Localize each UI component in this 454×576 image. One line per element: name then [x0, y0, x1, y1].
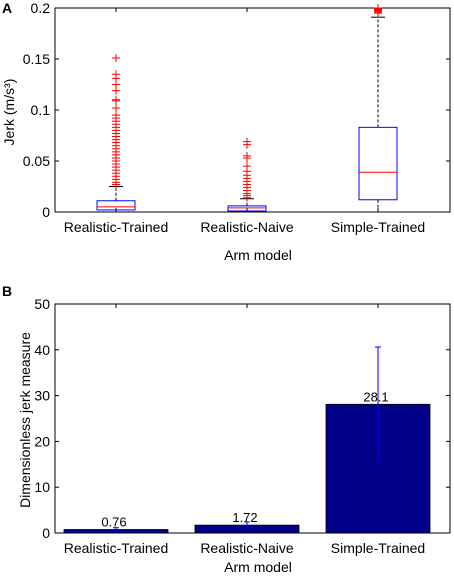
x-tick-label: Simple-Trained	[331, 540, 425, 556]
y-tick-label: 0	[42, 204, 50, 220]
y-tick-label: 0.2	[31, 0, 51, 16]
x-tick-label: Realistic-Trained	[64, 219, 169, 235]
panel-b-xlabel: Arm model	[224, 559, 292, 575]
outlier-point	[112, 86, 120, 95]
panel-a-x-axis: Realistic-Trained Realistic-Naive Simple-T…	[64, 8, 425, 235]
outlier-point	[112, 180, 120, 189]
y-tick-label: 50	[34, 296, 50, 312]
panel-b-marks: 0.76 1.72 28.1	[63, 346, 431, 534]
outlier-point	[243, 193, 251, 202]
bar-2: 1.72	[194, 510, 300, 534]
x-tick-label: Simple-Trained	[331, 219, 425, 235]
outlier-point	[243, 140, 251, 149]
x-tick-label: Realistic-Trained	[64, 540, 169, 556]
box-3	[358, 4, 398, 213]
y-tick-label: 10	[34, 479, 50, 495]
box-body	[96, 200, 136, 211]
y-tick-label: 20	[34, 433, 50, 449]
panel-b-letter: B	[2, 283, 12, 299]
panel-a-y-axis: 0 0.05 0.1 0.15 0.2	[23, 0, 450, 220]
outlier-point	[112, 53, 120, 62]
box-1	[96, 53, 136, 213]
panel-b-barchart: B 0 10 20 30 40 50 Realistic-Trained Realistic…	[2, 283, 451, 575]
panel-a-ylabel: Jerk (m/s³)	[1, 79, 17, 146]
outlier-point	[112, 103, 120, 112]
y-tick-label: 40	[34, 342, 50, 358]
panel-b-ylabel: Dimensionless jerk measure	[17, 332, 33, 508]
panel-b-y-axis: 0 10 20 30 40 50	[34, 296, 450, 541]
bar-3: 28.1	[325, 346, 431, 534]
y-tick-label: 0.15	[23, 51, 50, 67]
outlier-point	[112, 96, 120, 105]
panel-a-plot-area	[54, 7, 451, 213]
y-tick-label: 0.1	[31, 102, 51, 118]
outlier-point	[374, 9, 382, 18]
x-tick-label: Realistic-Naive	[200, 540, 294, 556]
panel-a-boxplot: A 00.050.10.150.2 Realistic-Trained Reali…	[1, 0, 451, 263]
y-tick-label: 0	[42, 525, 50, 541]
data-label: 1.72	[232, 510, 257, 525]
panel-a-letter: A	[2, 0, 12, 16]
box-body	[227, 205, 267, 212]
data-label: 28.1	[363, 389, 388, 404]
x-tick-label: Realistic-Naive	[200, 219, 294, 235]
bar-1: 0.76	[63, 515, 169, 534]
data-label: 0.76	[101, 515, 126, 530]
y-tick-label: 30	[34, 388, 50, 404]
box-body	[358, 126, 398, 201]
panel-a-xlabel: Arm model	[224, 247, 292, 263]
box-2	[227, 137, 267, 213]
outlier-point	[243, 153, 251, 162]
y-tick-label: 0.05	[23, 153, 50, 169]
panel-a-marks	[96, 4, 398, 213]
